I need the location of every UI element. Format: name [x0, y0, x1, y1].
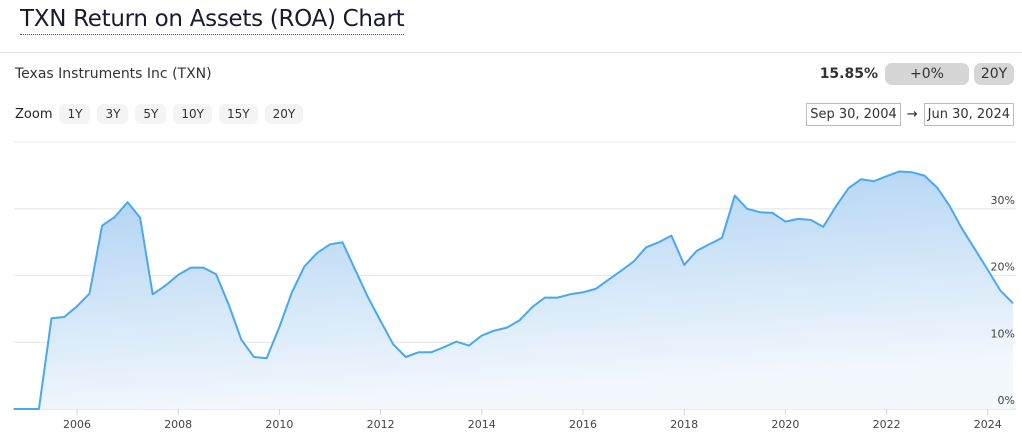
date-from-input[interactable]: Sep 30, 2004: [806, 103, 901, 126]
x-tick-label: 2008: [164, 418, 192, 431]
date-to-input[interactable]: Jun 30, 2024: [923, 103, 1014, 126]
x-tick-label: 2006: [63, 418, 91, 431]
period-badge[interactable]: 20Y: [974, 63, 1014, 85]
area-fill: [13, 171, 1013, 409]
x-tick-label: 2018: [670, 418, 698, 431]
zoom-20y-button[interactable]: 20Y: [264, 104, 304, 124]
zoom-controls: Zoom 1Y 3Y 5Y 10Y 15Y 20Y: [15, 104, 304, 124]
zoom-label: Zoom: [15, 106, 53, 122]
series-line: [13, 170, 1014, 410]
current-value: 15.85%: [819, 66, 878, 82]
y-tick-label: 30%: [991, 194, 1015, 207]
x-tick-label: 2024: [974, 418, 1002, 431]
zoom-3y-button[interactable]: 3Y: [97, 104, 129, 124]
x-tick-label: 2014: [468, 418, 496, 431]
zoom-5y-button[interactable]: 5Y: [135, 104, 167, 124]
x-tick-label: 2016: [569, 418, 597, 431]
change-badge: +0%: [885, 63, 969, 85]
arrow-icon: →: [906, 107, 918, 122]
date-range: Sep 30, 2004 → Jun 30, 2024: [806, 103, 1014, 126]
zoom-15y-button[interactable]: 15Y: [219, 104, 258, 124]
summary-stats: 15.85% +0% 20Y: [820, 63, 1014, 85]
y-tick-label: 10%: [991, 327, 1015, 340]
zoom-10y-button[interactable]: 10Y: [173, 104, 212, 124]
divider: [0, 52, 1022, 53]
zoom-1y-button[interactable]: 1Y: [59, 104, 91, 124]
page-title: TXN Return on Assets (ROA) Chart: [20, 6, 405, 35]
y-tick-label: 20%: [991, 261, 1015, 274]
company-name: Texas Instruments Inc (TXN): [15, 66, 212, 82]
x-tick-label: 2022: [873, 418, 901, 431]
x-tick-label: 2012: [367, 418, 395, 431]
x-tick-label: 2020: [771, 418, 799, 431]
x-tick-label: 2010: [265, 418, 293, 431]
y-tick-label: 0%: [998, 394, 1015, 407]
